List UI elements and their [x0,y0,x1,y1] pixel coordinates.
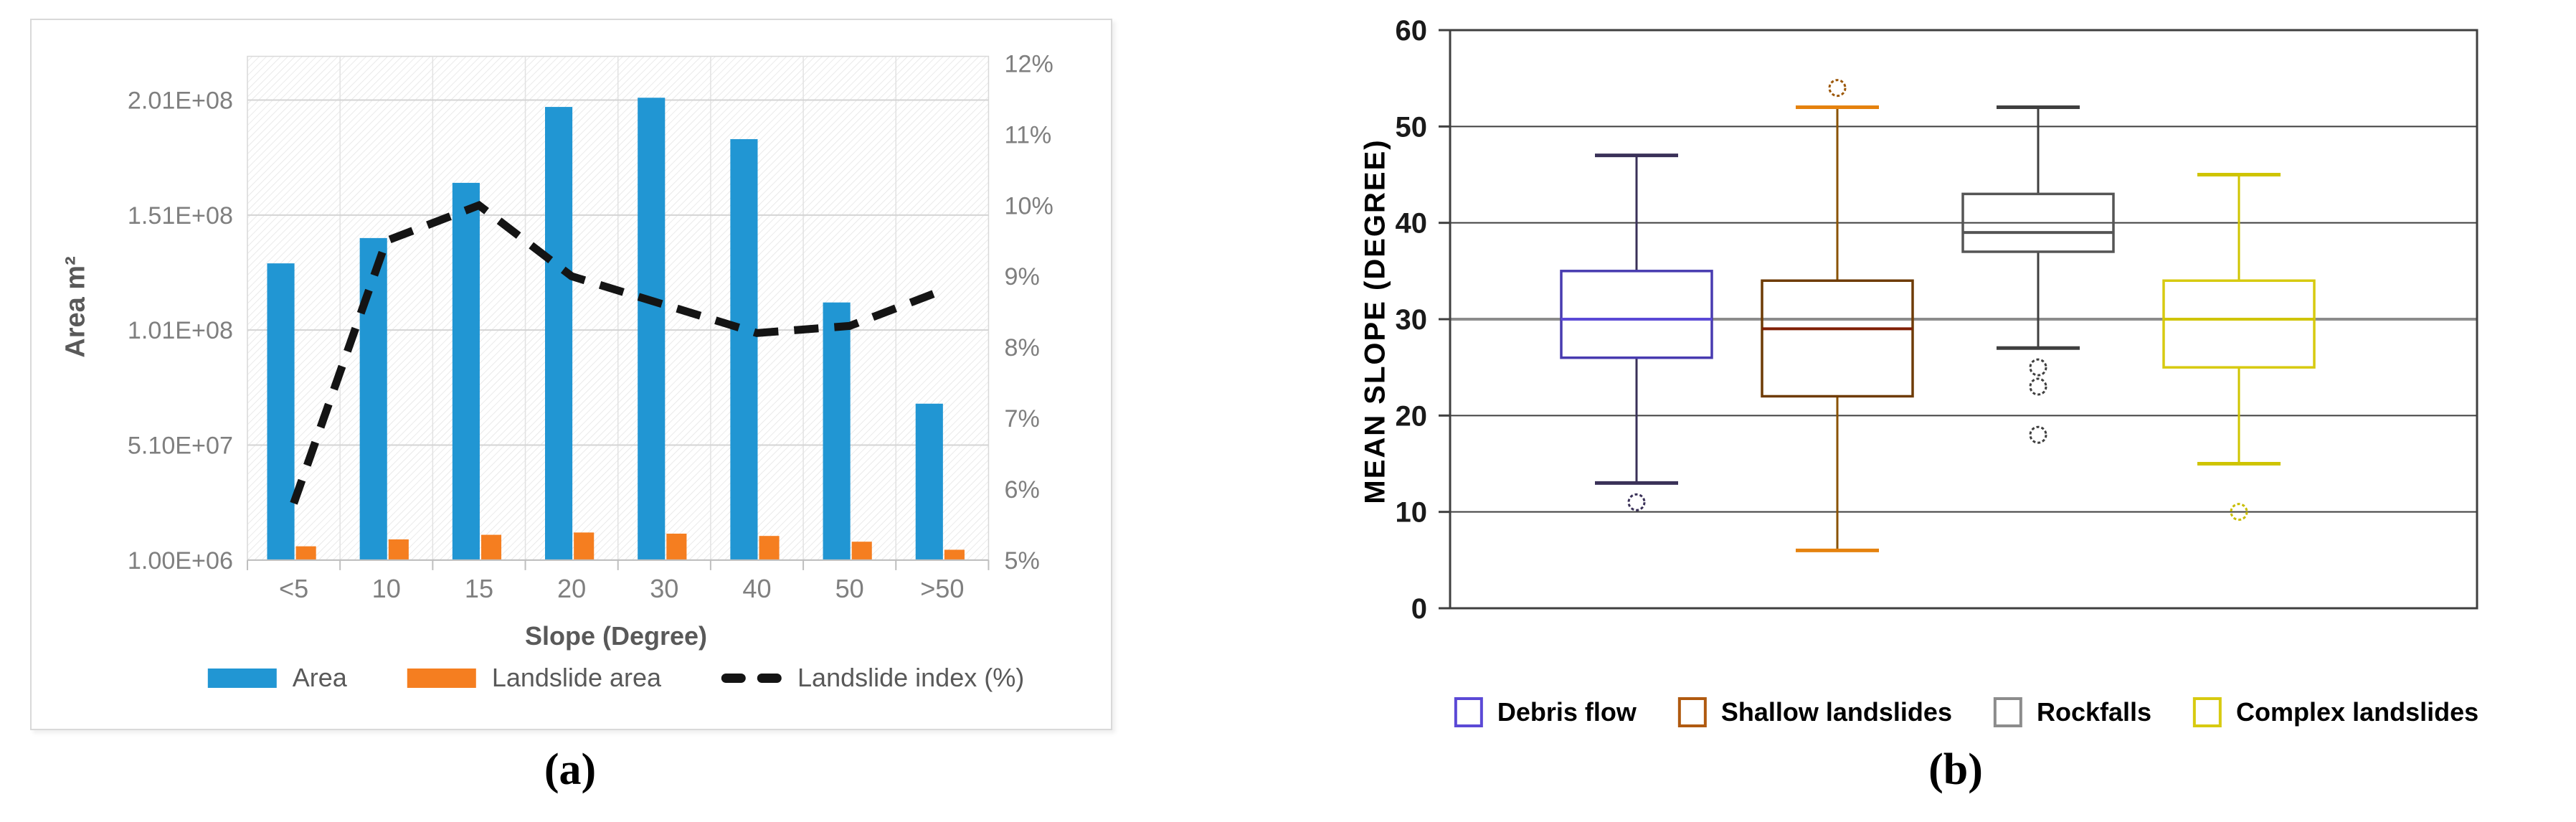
debris-flow-box [1560,270,1713,359]
caption-a: (a) [544,745,597,794]
y-axis-tick-label: 40 [1396,208,1428,240]
area-bar [730,138,758,560]
category-label: 40 [742,574,771,603]
legend-area-label: Area [292,663,347,692]
category-label: 50 [835,574,864,603]
complex-landslides-outlier [2230,503,2248,521]
area-bar [545,107,573,560]
debris-flow-swatch [1454,697,1483,727]
y-axis-tick-label: 50 [1396,111,1428,143]
plot-border [1449,29,2478,610]
combo-chart-svg: 1.00E+06 5.10E+07 1.01E+08 1.51E+08 2.01E+08… [128,50,1053,603]
legend-item-landslide-index: Landslide index (%) [721,663,1024,693]
landslide-area-bar [574,532,595,560]
box-plot-svg: 0 10 20 30 40 50 60 [1396,15,2478,625]
area-bar [915,403,943,560]
panel-a-combo-chart: 1.00E+06 5.10E+07 1.01E+08 1.51E+08 2.01E+08… [30,19,1112,730]
landslide-area-bar [388,539,409,560]
left-axis-tick-label: 1.00E+06 [128,547,233,575]
left-axis-tick-label: 2.01E+08 [128,88,233,115]
legend-item-debris-flow: Debris flow [1454,697,1637,727]
landslide-area-bar [480,534,502,560]
right-axis-tick-label: 11% [1005,121,1052,148]
legend-b: Debris flow Shallow landslides Rockfalls… [1454,697,2478,727]
category-label: 10 [372,574,401,603]
caption-b: (b) [1928,745,1983,794]
rockfalls-box [1961,192,2115,253]
category-label: >50 [920,574,964,603]
area-bar [452,182,480,560]
left-axis-tick-label: 1.51E+08 [128,202,233,230]
y-axis-tick-label: 30 [1396,304,1428,336]
y-axis-tick-label: 10 [1396,497,1428,529]
landslide-area-bar [666,533,687,560]
right-axis-tick-label: 5% [1005,547,1040,575]
y-axis-title: MEAN SLOPE (DEGREE) [1359,138,1391,504]
shallow-landslides-outlier [1828,79,1847,98]
category-label: 30 [650,574,678,603]
shallow-landslides-box [1761,279,1914,398]
area-bar [823,302,851,560]
left-axis-title: Area m² [60,256,91,358]
category-label: 20 [557,574,586,603]
landslide-index-line [290,201,944,505]
area-bar [267,263,295,560]
landslide-area-bar [295,546,316,560]
rockfalls-outlier [2029,358,2047,377]
legend-a: Area Landslide area Landslide index (%) [207,663,1024,693]
landslide-area-swatch [407,668,476,688]
left-axis-tick-label: 1.01E+08 [128,317,233,344]
left-axis-tick-label: 5.10E+07 [128,433,233,460]
legend-item-landslide-area: Landslide area [407,663,661,693]
legend-shallow-landslides-label: Shallow landslides [1720,697,1952,727]
complex-landslides-box [2162,279,2316,369]
dash-line-swatch [721,673,782,683]
area-swatch [207,668,277,688]
complex-landslides-swatch [2193,697,2222,727]
legend-rockfalls-label: Rockfalls [2036,697,2152,727]
area-bar [638,98,666,560]
legend-item-area: Area [207,663,347,693]
shallow-landslides-swatch [1677,697,1707,727]
landslide-area-bar [759,536,780,560]
landslide-area-bar [851,542,872,560]
rockfalls-swatch [1993,697,2022,727]
legend-complex-landslides-label: Complex landslides [2236,697,2479,727]
y-axis-tick-label: 60 [1396,15,1428,47]
legend-landslide-index-label: Landslide index (%) [797,663,1025,692]
x-axis-title: Slope (Degree) [524,621,708,651]
right-axis-tick-label: 10% [1005,192,1053,219]
landslide-area-bar [944,549,965,560]
panel-b-box-plot: 0 10 20 30 40 50 60 MEAN SLOPE (DEGREE) Debris… [1335,0,2576,822]
right-axis-tick-label: 8% [1005,334,1040,362]
category-label: <5 [279,574,308,603]
y-axis-tick-label: 20 [1396,400,1428,432]
legend-landslide-area-label: Landslide area [491,663,662,692]
area-bar [359,237,387,560]
legend-debris-flow-label: Debris flow [1497,697,1637,727]
legend-item-complex-landslides: Complex landslides [2193,697,2478,727]
debris-flow-outlier [1627,493,1646,511]
category-label: 15 [465,574,493,603]
right-axis-tick-label: 6% [1005,476,1040,504]
legend-item-shallow-landslides: Shallow landslides [1677,697,1952,727]
right-axis-tick-label: 12% [1005,50,1053,77]
rockfalls-outlier [2029,425,2047,444]
right-axis-tick-label: 7% [1005,405,1040,433]
right-axis-tick-label: 9% [1005,263,1040,290]
rockfalls-outlier [2029,377,2047,396]
legend-item-rockfalls: Rockfalls [1993,697,2152,727]
y-axis-tick-label: 0 [1411,593,1427,625]
